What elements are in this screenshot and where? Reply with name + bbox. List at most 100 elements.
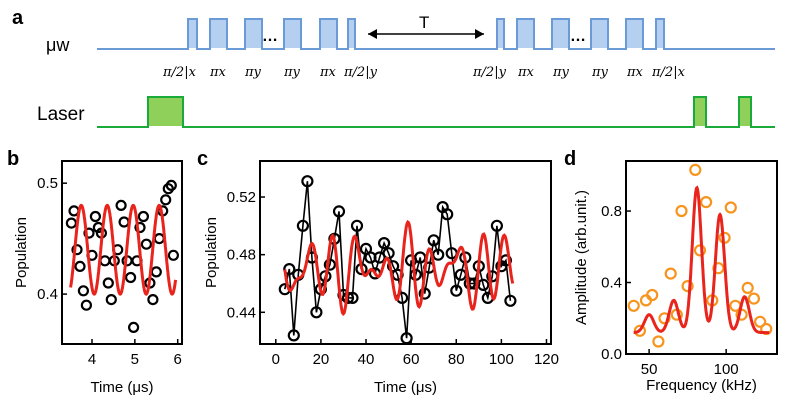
x-tick-label: 60 <box>403 351 420 368</box>
chart-b: 4 5 6 0.4 0.5 Time (μs) Population <box>13 160 183 396</box>
y-tick-label: 0.52 <box>227 189 256 206</box>
y-tick-label: 0.8 <box>601 203 622 220</box>
data-point <box>167 249 179 261</box>
pulse-label: πx <box>517 65 535 80</box>
data-point <box>102 277 114 289</box>
pulse-label: π/2|y <box>343 65 378 80</box>
data-line <box>284 181 512 339</box>
data-point <box>125 271 137 284</box>
mw-pulse <box>498 20 503 48</box>
pulse-label: π/2|x <box>162 65 197 80</box>
data-point <box>118 216 130 228</box>
x-tick-label: 50 <box>641 361 658 378</box>
data-point <box>633 324 647 337</box>
plot-frame <box>625 160 778 355</box>
pulse-label: π/2|x <box>651 65 686 80</box>
data-point <box>128 321 140 333</box>
pulse-label: πy <box>591 65 609 80</box>
data-point <box>747 292 761 305</box>
mw-pulse <box>246 20 261 48</box>
data-point <box>147 294 159 306</box>
data-point <box>418 287 431 300</box>
data-point <box>712 262 725 275</box>
data-point <box>664 267 677 280</box>
T-label: T <box>419 13 429 32</box>
panel-label-a: a <box>12 7 24 29</box>
data-point <box>627 299 640 312</box>
y-axis-label: Population <box>203 217 220 288</box>
data-point <box>310 306 323 319</box>
data-point <box>115 199 127 211</box>
panel-label-b: b <box>7 148 19 170</box>
data-point <box>296 219 309 232</box>
data-point <box>427 234 440 247</box>
data-point <box>301 175 314 188</box>
x-tick-label: 100 <box>714 361 739 378</box>
fit-curve <box>283 219 515 317</box>
data-point <box>378 237 391 250</box>
mw-pulse <box>657 20 663 48</box>
panel-a: a μw Laser … … T π/ <box>12 7 775 128</box>
mw-pulse <box>592 20 607 48</box>
panel-label-d: d <box>564 148 576 170</box>
data-point <box>441 208 454 221</box>
x-tick-label: 4 <box>88 351 96 368</box>
x-tick-label: 6 <box>174 351 182 368</box>
data-point <box>450 284 463 297</box>
chart-c: 0 20 40 60 80 100 120 0.44 0.48 0.52 Time (μs) Popu… <box>203 160 559 396</box>
data-point <box>323 258 336 271</box>
data-point <box>699 196 713 209</box>
data-point <box>675 204 688 218</box>
data-point <box>283 263 296 276</box>
data-point <box>99 255 111 267</box>
data-point <box>753 315 767 328</box>
data-point <box>693 244 707 257</box>
fit-curve <box>69 203 178 296</box>
y-tick-label: 0.5 <box>37 175 58 192</box>
y-tick-label: 0.0 <box>601 346 622 363</box>
data-point <box>77 285 90 297</box>
data-point <box>400 332 413 345</box>
x-tick-label: 100 <box>489 351 514 368</box>
plot-frame <box>61 160 183 345</box>
y-tick-label: 0.44 <box>227 304 256 321</box>
data-point <box>83 227 95 239</box>
mw-label: μw <box>46 35 70 55</box>
data-point <box>741 281 754 294</box>
data-point <box>74 260 86 272</box>
x-tick-label: 20 <box>313 351 330 368</box>
pulse-label: πx <box>626 65 644 80</box>
ellipsis-left: … <box>262 28 278 45</box>
data-point <box>80 299 93 311</box>
pulse-label: πy <box>244 65 262 80</box>
data-point <box>350 219 364 232</box>
laser-pulse <box>695 98 705 126</box>
pulse-label: π/2|y <box>472 65 507 80</box>
data-point <box>137 210 149 223</box>
data-point <box>165 179 177 191</box>
x-axis-label: Time (μs) <box>90 379 153 396</box>
pulse-label: πx <box>319 65 337 80</box>
data-point <box>652 335 665 348</box>
panel-label-c: c <box>197 148 208 170</box>
pulse-label: πy <box>283 65 301 80</box>
y-tick-label: 0.48 <box>227 247 256 264</box>
fit-curve <box>633 185 770 335</box>
data-point <box>689 163 702 176</box>
data-point <box>153 233 165 245</box>
data-point <box>105 294 117 306</box>
y-axis-label: Population <box>13 217 30 288</box>
data-point <box>134 221 146 234</box>
x-axis-label: Frequency (kHz) <box>646 377 757 394</box>
mw-pulse <box>189 20 196 48</box>
data-point <box>490 219 503 232</box>
y-axis-label: Amplitude (arb.unit.) <box>573 190 590 325</box>
mw-pulse <box>553 20 568 48</box>
x-tick-label: 5 <box>131 351 139 368</box>
pulse-label: πx <box>209 65 227 80</box>
laser-pulse <box>149 98 182 126</box>
data-point <box>65 217 78 229</box>
data-point <box>160 194 172 206</box>
mw-pulse <box>211 20 226 48</box>
x-tick-label: 0 <box>272 351 280 368</box>
